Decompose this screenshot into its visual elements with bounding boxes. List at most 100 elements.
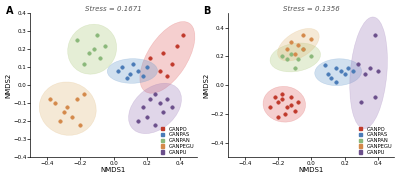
GANPU (152, 123, 158, 126)
GANPU (135, 120, 142, 122)
Legend: GANPO, GANPAS, GANPAN, GANPEGU, GANPU: GANPO, GANPAS, GANPAN, GANPEGU, GANPU (160, 125, 196, 156)
Ellipse shape (350, 17, 388, 129)
GANPO (272, 95, 278, 98)
Ellipse shape (140, 21, 195, 93)
GANPO (267, 105, 273, 108)
Title: Stress = 0.1356: Stress = 0.1356 (283, 6, 340, 12)
GANPU (371, 33, 378, 36)
GANPAS (333, 81, 340, 84)
GANPEGU (288, 41, 295, 43)
X-axis label: NMDS1: NMDS1 (299, 167, 324, 173)
GANPAS (322, 64, 328, 66)
GANPAS (338, 69, 344, 72)
Legend: GANPO, GANPAS, GANPAN, GANPEGU, GANPU: GANPO, GANPAS, GANPAN, GANPEGU, GANPU (358, 125, 393, 156)
Ellipse shape (270, 43, 320, 72)
GANPU (361, 72, 368, 75)
GANPAN (102, 44, 108, 47)
GANPEGU (47, 98, 54, 101)
GANPAN (288, 52, 295, 55)
GANPAN (90, 48, 97, 51)
GANPU (355, 62, 361, 65)
GANPAN (86, 51, 92, 54)
GANPO (292, 110, 298, 112)
X-axis label: NMDS1: NMDS1 (101, 167, 126, 173)
GANPAN (74, 39, 80, 42)
GANPEGU (80, 93, 87, 96)
GANPU (160, 111, 166, 113)
GANPU (371, 95, 378, 98)
GANPU (157, 102, 163, 105)
GANPAS (119, 66, 125, 69)
GANPEGU (60, 111, 67, 113)
GANPAS (140, 75, 146, 78)
GANPO (278, 98, 285, 101)
GANPAN (80, 62, 87, 65)
GANPAN (292, 66, 298, 69)
Ellipse shape (278, 28, 319, 61)
GANPO (283, 105, 290, 108)
GANPAS (350, 69, 356, 72)
GANPAS (333, 66, 340, 69)
GANPO (164, 75, 170, 78)
GANPEGU (77, 123, 84, 126)
GANPAS (130, 62, 137, 65)
Ellipse shape (128, 83, 182, 134)
GANPAS (328, 76, 334, 79)
GANPU (144, 116, 150, 119)
GANPO (295, 101, 301, 104)
GANPO (174, 44, 180, 47)
GANPAN (300, 48, 306, 51)
GANPAS (144, 66, 150, 69)
Ellipse shape (315, 59, 362, 86)
GANPEGU (57, 120, 64, 122)
GANPU (164, 98, 170, 101)
GANPO (168, 62, 175, 65)
GANPEGU (52, 102, 58, 105)
GANPEGU (300, 33, 306, 36)
GANPU (168, 105, 175, 108)
GANPAS (124, 76, 130, 79)
GANPO (282, 112, 288, 115)
GANPAN (283, 58, 290, 61)
Ellipse shape (68, 24, 117, 74)
GANPAN (308, 55, 315, 58)
GANPO (275, 115, 282, 118)
Text: A: A (6, 6, 13, 16)
GANPO (288, 104, 295, 107)
GANPU (147, 98, 153, 101)
Ellipse shape (107, 59, 158, 83)
GANPAS (135, 69, 142, 72)
GANPAN (278, 55, 285, 58)
GANPO (147, 57, 153, 60)
Ellipse shape (39, 82, 96, 135)
GANPAN (295, 58, 301, 61)
GANPO (157, 69, 163, 72)
GANPU (140, 105, 146, 108)
Y-axis label: NMDS2: NMDS2 (204, 72, 210, 98)
GANPU (366, 66, 373, 69)
GANPU (358, 101, 364, 104)
GANPO (288, 95, 295, 98)
GANPAS (342, 72, 348, 75)
GANPEGU (295, 43, 301, 46)
GANPU (375, 69, 381, 72)
GANPEGU (74, 98, 80, 101)
Y-axis label: NMDS2: NMDS2 (6, 72, 12, 98)
GANPO (278, 92, 285, 95)
GANPAS (115, 69, 122, 72)
Ellipse shape (263, 86, 306, 122)
GANPEGU (69, 116, 75, 119)
GANPAS (127, 73, 133, 76)
GANPO (275, 101, 282, 104)
GANPEGU (292, 52, 298, 55)
GANPU (152, 93, 158, 96)
Text: B: B (204, 6, 211, 16)
GANPAN (94, 33, 100, 36)
Title: Stress = 0.1671: Stress = 0.1671 (85, 6, 142, 12)
GANPEGU (308, 38, 315, 41)
GANPAS (345, 66, 351, 69)
GANPAS (325, 72, 331, 75)
GANPO (180, 33, 186, 36)
GANPO (160, 51, 166, 54)
GANPEGU (283, 48, 290, 51)
